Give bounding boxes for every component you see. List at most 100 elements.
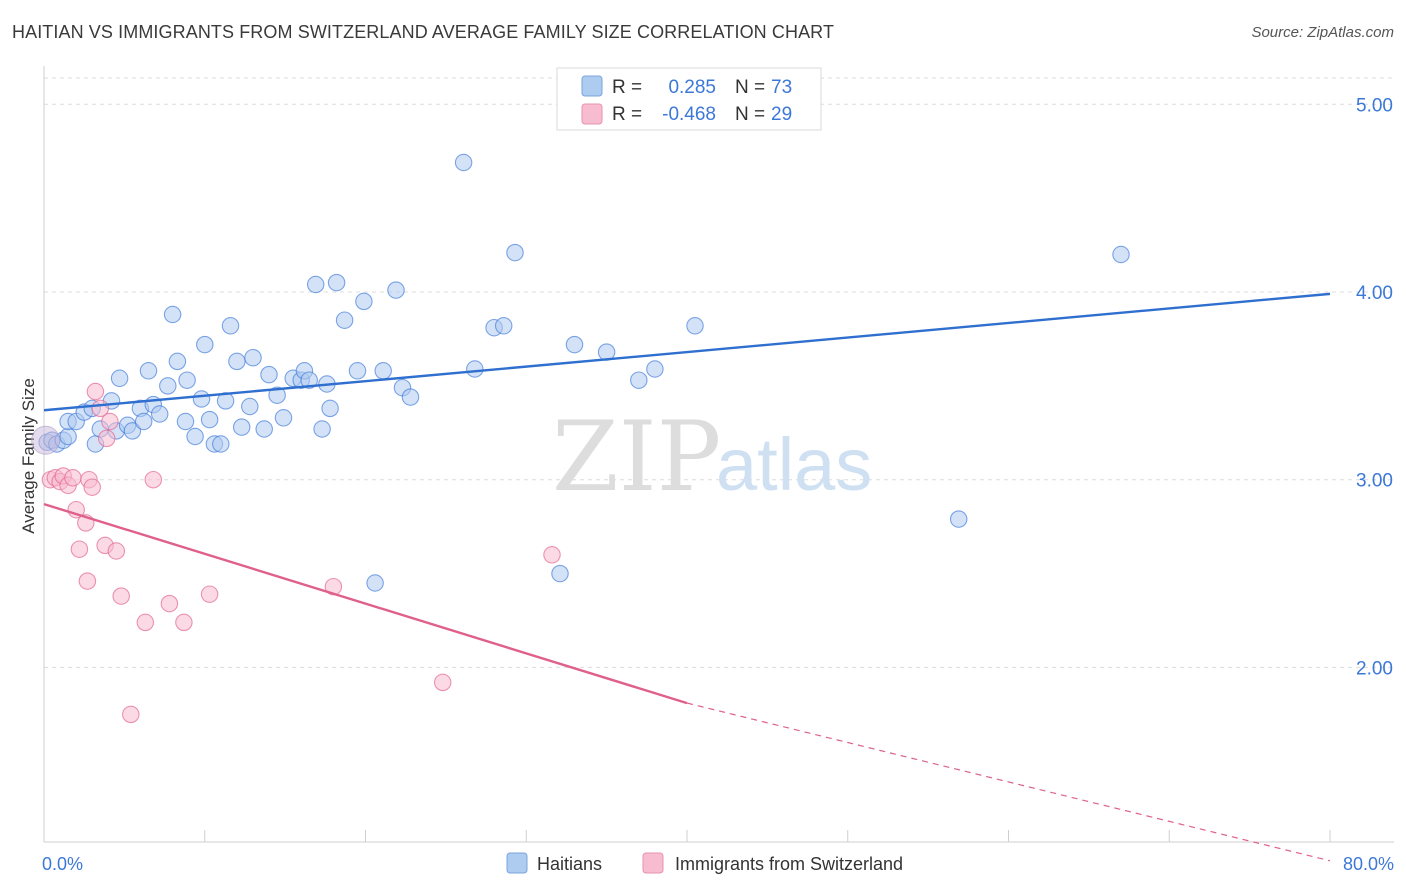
point-haitians xyxy=(355,292,373,311)
legend-r-label-1: R = xyxy=(612,77,642,98)
bottom-legend-label-haitians: Haitians xyxy=(537,854,602,874)
y-tick-label: 2.00 xyxy=(1356,658,1393,679)
point-swiss xyxy=(200,585,219,603)
legend-swatch-haitians xyxy=(581,75,603,97)
y-tick-label: 4.00 xyxy=(1356,283,1393,304)
point-haitians xyxy=(260,365,278,384)
chart-title: HAITIAN VS IMMIGRANTS FROM SWITZERLAND A… xyxy=(12,22,835,42)
source-label: Source: ZipAtlas.com xyxy=(1251,24,1394,41)
point-haitians xyxy=(313,420,331,438)
point-swiss xyxy=(64,469,82,487)
y-tick-label: 5.00 xyxy=(1356,95,1393,116)
point-swiss xyxy=(83,478,101,496)
top-legend: R = 0.285 N = 73 R = -0.468 N = 29 xyxy=(556,67,822,131)
point-haitians xyxy=(123,422,142,440)
point-swiss xyxy=(175,613,193,632)
legend-r-value-2: -0.468 xyxy=(662,104,716,125)
point-haitians xyxy=(159,377,177,395)
point-haitians xyxy=(268,386,286,404)
point-haitians xyxy=(241,397,259,416)
point-haitians xyxy=(150,405,169,423)
point-swiss xyxy=(112,587,130,605)
point-haitians xyxy=(506,243,524,262)
point-swiss xyxy=(78,572,97,590)
point-haitians xyxy=(686,317,704,335)
point-haitians xyxy=(565,335,584,354)
point-haitians xyxy=(646,360,664,378)
point-haitians xyxy=(192,390,211,408)
legend-n-value-2: 29 xyxy=(771,104,792,125)
point-haitians xyxy=(163,305,182,324)
point-cluster-origin xyxy=(31,425,61,455)
point-swiss xyxy=(122,705,140,724)
trend-line-haitians xyxy=(43,292,1331,412)
point-swiss xyxy=(160,594,179,613)
legend-n-label-1: N = xyxy=(735,77,765,98)
grid-lines xyxy=(44,77,1394,668)
trend-line-swiss xyxy=(43,502,688,705)
point-haitians xyxy=(321,399,339,418)
y-axis-label: Average Family Size xyxy=(19,378,38,534)
point-haitians xyxy=(212,435,230,453)
point-haitians xyxy=(110,369,129,388)
point-swiss xyxy=(144,470,163,489)
point-haitians xyxy=(374,362,392,380)
bottom-legend-label-swiss: Immigrants from Switzerland xyxy=(675,854,903,874)
data-points xyxy=(31,153,1130,724)
point-swiss xyxy=(97,429,116,448)
point-swiss xyxy=(136,613,155,632)
legend-n-value-1: 73 xyxy=(771,77,792,98)
point-haitians xyxy=(168,352,187,371)
legend-r-label-2: R = xyxy=(612,104,642,125)
point-haitians xyxy=(1112,245,1130,264)
point-haitians xyxy=(630,371,648,389)
point-haitians xyxy=(178,371,196,389)
point-haitians xyxy=(454,153,473,172)
point-haitians xyxy=(255,420,273,438)
point-haitians xyxy=(134,412,153,431)
point-haitians xyxy=(274,409,293,427)
point-haitians xyxy=(387,281,405,299)
watermark-zip: ZIP xyxy=(552,401,721,513)
point-haitians xyxy=(466,360,484,378)
bottom-legend-swatch-swiss xyxy=(642,852,664,874)
watermark-atlas: atlas xyxy=(716,423,872,506)
point-swiss xyxy=(107,542,126,560)
bottom-legend: Haitians Immigrants from Switzerland xyxy=(506,852,903,874)
point-haitians xyxy=(228,352,246,371)
watermark: ZIP atlas xyxy=(552,401,872,513)
trend-lines xyxy=(43,292,1331,862)
point-swiss xyxy=(86,382,105,401)
x-tick-label: 0.0% xyxy=(42,854,83,874)
point-haitians xyxy=(366,574,384,592)
x-tick-labels: 0.0% 80.0% xyxy=(42,854,1394,874)
point-haitians xyxy=(244,348,262,367)
y-tick-label: 3.00 xyxy=(1356,471,1393,492)
legend-n-label-2: N = xyxy=(735,104,765,125)
point-haitians xyxy=(139,362,158,380)
legend-swatch-swiss xyxy=(581,103,603,125)
point-swiss xyxy=(70,540,89,558)
point-swiss xyxy=(433,673,452,692)
point-haitians xyxy=(59,427,77,446)
point-haitians xyxy=(186,427,204,446)
point-swiss xyxy=(101,412,119,431)
point-haitians xyxy=(348,362,367,380)
point-haitians xyxy=(949,510,968,528)
point-haitians xyxy=(494,317,513,335)
y-tick-labels: 2.00 3.00 4.00 5.00 xyxy=(1356,95,1393,679)
point-haitians xyxy=(306,275,325,294)
point-haitians xyxy=(200,410,219,429)
trend-line-swiss-extrapolated xyxy=(686,702,1331,862)
point-haitians xyxy=(401,388,420,406)
point-haitians xyxy=(335,311,354,329)
point-haitians xyxy=(221,317,240,335)
legend-r-value-1: 0.285 xyxy=(668,77,716,98)
point-haitians xyxy=(176,412,195,431)
point-haitians xyxy=(551,564,569,583)
point-haitians xyxy=(300,371,318,389)
point-swiss xyxy=(543,546,561,564)
x-tick-label: 80.0% xyxy=(1343,854,1394,874)
point-haitians xyxy=(196,335,214,354)
